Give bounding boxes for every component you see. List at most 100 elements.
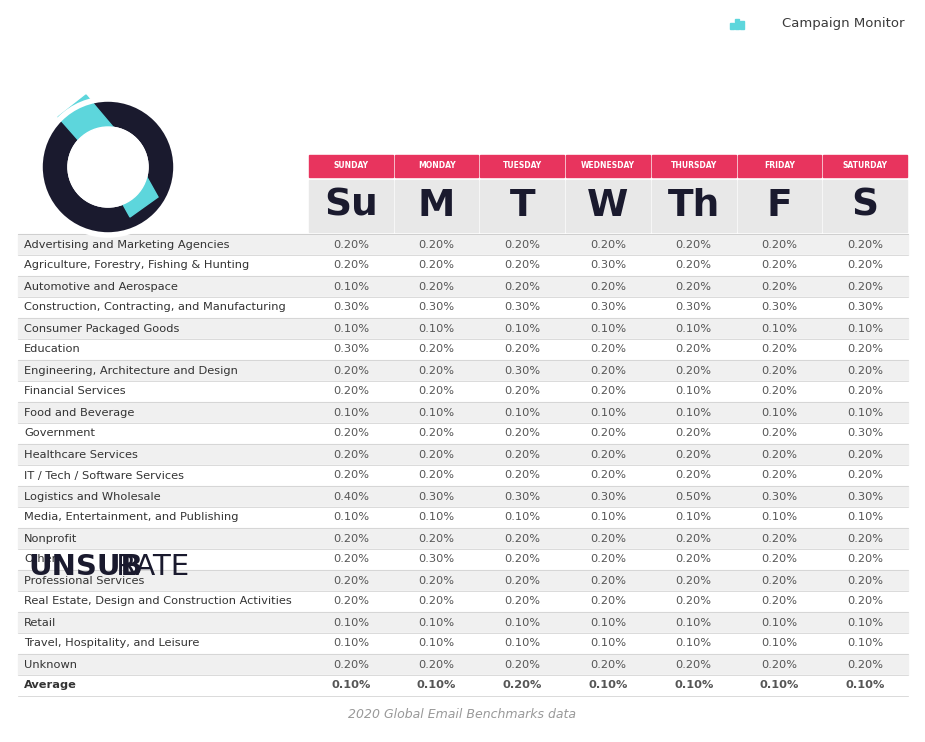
Text: 0.20%: 0.20% [333,576,369,585]
Text: Advertising and Marketing Agencies: Advertising and Marketing Agencies [24,240,229,249]
Text: 0.10%: 0.10% [845,680,885,691]
Text: Engineering, Architecture and Design: Engineering, Architecture and Design [24,366,238,375]
Text: 0.20%: 0.20% [590,281,626,292]
Bar [18,465,908,486]
Text: Real Estate, Design and Construction Activities: Real Estate, Design and Construction Act… [24,597,291,606]
Text: 0.20%: 0.20% [761,450,797,459]
Text: M: M [418,188,455,224]
Text: 0.10%: 0.10% [759,680,799,691]
Text: 0.20%: 0.20% [847,450,883,459]
Text: 0.20%: 0.20% [333,554,369,565]
Text: RATE: RATE [107,553,189,581]
Text: 0.20%: 0.20% [590,344,626,355]
Text: 0.10%: 0.10% [333,639,369,649]
Text: 0.20%: 0.20% [504,554,540,565]
Text: 0.20%: 0.20% [419,660,454,669]
Bar [737,180,821,232]
Text: 0.20%: 0.20% [419,281,454,292]
Text: 0.20%: 0.20% [419,428,454,439]
Bar [18,444,908,465]
Bar [566,180,650,232]
Text: 0.30%: 0.30% [590,303,626,312]
Text: 0.30%: 0.30% [333,303,369,312]
Text: 0.10%: 0.10% [761,324,797,333]
Text: 0.20%: 0.20% [676,281,711,292]
Text: 0.20%: 0.20% [847,554,883,565]
Text: Retail: Retail [24,617,56,628]
Text: Travel, Hospitality, and Leisure: Travel, Hospitality, and Leisure [24,639,200,649]
Text: 0.30%: 0.30% [847,491,883,502]
Text: 0.10%: 0.10% [675,639,711,649]
Text: Su: Su [324,188,377,224]
Text: 0.50%: 0.50% [675,491,711,502]
Text: 0.30%: 0.30% [847,428,883,439]
Text: 0.20%: 0.20% [847,281,883,292]
Text: FRIDAY: FRIDAY [764,162,795,171]
Text: 0.20%: 0.20% [761,344,797,355]
Text: 0.20%: 0.20% [504,240,540,249]
Text: 0.20%: 0.20% [590,387,626,396]
Text: 2020 Global Email Benchmarks data: 2020 Global Email Benchmarks data [349,708,576,720]
Bar [566,155,650,177]
Bar [18,318,908,339]
Bar [395,155,478,177]
Text: 0.10%: 0.10% [590,513,626,522]
Text: 0.20%: 0.20% [419,533,454,543]
Bar [309,180,393,232]
Text: 0.10%: 0.10% [418,513,454,522]
Polygon shape [58,95,130,167]
Text: 0.20%: 0.20% [333,387,369,396]
Text: 0.30%: 0.30% [418,554,454,565]
Text: 0.10%: 0.10% [675,617,711,628]
Text: 0.20%: 0.20% [504,428,540,439]
Polygon shape [102,147,158,217]
Text: 0.10%: 0.10% [504,407,540,418]
Bar [740,21,744,29]
Text: 0.20%: 0.20% [590,533,626,543]
Text: 0.20%: 0.20% [419,576,454,585]
Text: 0.20%: 0.20% [761,281,797,292]
Text: 0.30%: 0.30% [590,260,626,271]
Text: 0.20%: 0.20% [419,450,454,459]
Text: THURSDAY: THURSDAY [671,162,717,171]
Text: SUNDAY: SUNDAY [333,162,368,171]
Text: 0.20%: 0.20% [504,660,540,669]
Text: 0.20%: 0.20% [333,240,369,249]
Bar [18,675,908,696]
Text: 0.30%: 0.30% [333,344,369,355]
Text: F: F [767,188,792,224]
Bar [18,654,908,675]
Text: 0.20%: 0.20% [761,240,797,249]
Bar [18,255,908,276]
Text: T: T [510,188,535,224]
Text: 0.10%: 0.10% [504,324,540,333]
Circle shape [68,127,148,207]
Text: 0.10%: 0.10% [847,407,883,418]
Text: Media, Entertainment, and Publishing: Media, Entertainment, and Publishing [24,513,239,522]
Text: 0.20%: 0.20% [676,240,711,249]
Text: 0.10%: 0.10% [590,324,626,333]
Text: 0.20%: 0.20% [502,680,542,691]
Text: 0.10%: 0.10% [418,407,454,418]
Text: 0.10%: 0.10% [847,639,883,649]
Text: 0.20%: 0.20% [504,387,540,396]
Text: 0.20%: 0.20% [419,387,454,396]
Bar [18,549,908,570]
Text: 0.10%: 0.10% [418,617,454,628]
Text: 0.10%: 0.10% [675,513,711,522]
Bar [395,180,478,232]
Bar [480,155,564,177]
Text: Average: Average [24,680,77,691]
Circle shape [40,99,176,235]
Text: S: S [852,188,879,224]
Text: 0.10%: 0.10% [675,407,711,418]
Text: 0.20%: 0.20% [504,260,540,271]
Bar [18,234,908,255]
Text: 0.20%: 0.20% [590,597,626,606]
Text: 0.20%: 0.20% [504,470,540,481]
Text: 0.20%: 0.20% [333,366,369,375]
Text: 0.10%: 0.10% [847,324,883,333]
Text: Other: Other [24,554,56,565]
Text: 0.10%: 0.10% [761,407,797,418]
Bar [480,180,564,232]
